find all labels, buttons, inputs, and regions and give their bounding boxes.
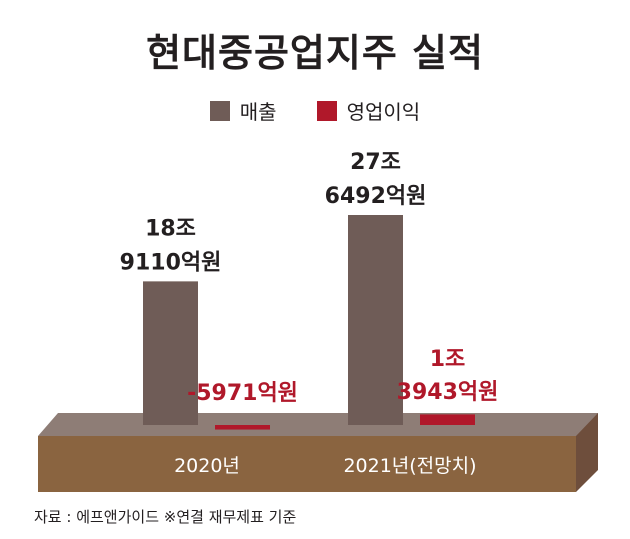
category-label: 2020년: [174, 455, 240, 477]
legend: 매출 영업이익: [0, 96, 630, 125]
bar-revenue: [143, 281, 198, 425]
category-label: 2021년(전망치): [343, 455, 476, 477]
legend-item-operating-profit: 영업이익: [316, 96, 421, 125]
base-top-face: [38, 413, 598, 436]
legend-item-revenue: 매출: [209, 96, 277, 125]
legend-label-operating-profit: 영업이익: [346, 100, 421, 124]
base-side-face: [576, 413, 598, 492]
bar-operating-profit: [420, 414, 475, 425]
data-label: 3943억원: [397, 380, 499, 405]
data-label: 9110억원: [120, 250, 222, 275]
legend-swatch-revenue: [209, 100, 230, 121]
chart-title: 현대중공업지주 실적: [146, 31, 484, 75]
legend-label-revenue: 매출: [239, 100, 277, 124]
data-label: 1조: [430, 347, 466, 372]
bar-operating-profit: [215, 425, 270, 430]
data-label: 6492억원: [325, 184, 427, 209]
base-front-face: [38, 436, 576, 492]
source-note: 자료 : 에프앤가이드 ※연결 재무제표 기준: [34, 508, 297, 526]
legend-swatch-operating-profit: [316, 100, 337, 121]
bar-revenue: [348, 215, 403, 425]
data-label: 18조: [145, 216, 196, 241]
data-label: -5971억원: [187, 381, 298, 406]
data-label: 27조: [350, 150, 401, 175]
